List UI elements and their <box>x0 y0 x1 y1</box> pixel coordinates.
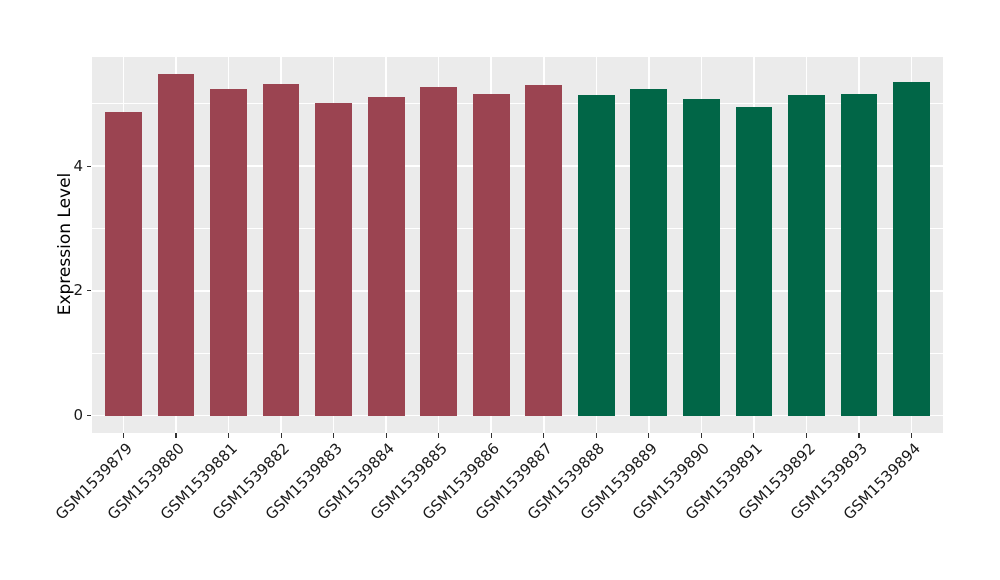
x-tick-mark <box>227 433 230 438</box>
x-tick-mark <box>438 433 440 438</box>
gridline-minor-y1 <box>92 352 943 354</box>
x-tick-mark <box>280 433 282 438</box>
x-tick-mark <box>700 433 702 438</box>
bar-GSM1539891 <box>735 106 773 416</box>
bar-GSM1539885 <box>420 86 458 416</box>
x-tick-mark <box>595 433 597 438</box>
x-tick-mark <box>122 433 125 438</box>
plot-panel <box>92 57 943 433</box>
gridline-major-y0 <box>92 414 943 417</box>
bar-GSM1539889 <box>630 88 668 416</box>
x-tick-mark <box>648 433 650 438</box>
bar-GSM1539890 <box>682 99 720 416</box>
gridline-major-y4 <box>92 165 943 167</box>
gridline-minor-y5 <box>92 103 943 105</box>
bar-GSM1539880 <box>157 73 195 416</box>
y-tick-label-4: 4 <box>73 156 83 175</box>
bar-GSM1539884 <box>367 96 405 416</box>
y-axis-title: Expression Level <box>55 172 75 316</box>
bar-GSM1539881 <box>210 89 247 416</box>
x-tick-mark <box>805 433 807 438</box>
x-tick-mark <box>175 433 177 438</box>
x-tick-mark <box>385 433 387 438</box>
gridline-major-y2 <box>92 290 943 292</box>
x-tick-mark <box>543 433 545 438</box>
y-tick-label-2: 2 <box>73 281 83 300</box>
bar-GSM1539879 <box>105 111 142 416</box>
x-tick-mark <box>753 433 755 438</box>
x-tick-mark <box>910 433 913 438</box>
gridline-minor-y3 <box>92 228 943 229</box>
y-tick-mark <box>86 415 91 417</box>
bar-GSM1539894 <box>893 82 930 416</box>
y-tick-label-0: 0 <box>73 406 83 425</box>
x-tick-mark <box>333 433 335 438</box>
y-tick-mark <box>86 165 91 167</box>
bar-GSM1539888 <box>577 94 615 416</box>
bar-GSM1539892 <box>788 94 825 416</box>
bar-GSM1539893 <box>840 93 878 416</box>
bar-GSM1539887 <box>525 84 563 416</box>
bar-GSM1539886 <box>472 93 510 416</box>
y-tick-mark <box>86 290 91 292</box>
x-tick-mark <box>490 433 492 438</box>
bar-GSM1539882 <box>262 84 300 416</box>
bar-GSM1539883 <box>315 103 353 416</box>
x-tick-mark <box>858 433 860 438</box>
